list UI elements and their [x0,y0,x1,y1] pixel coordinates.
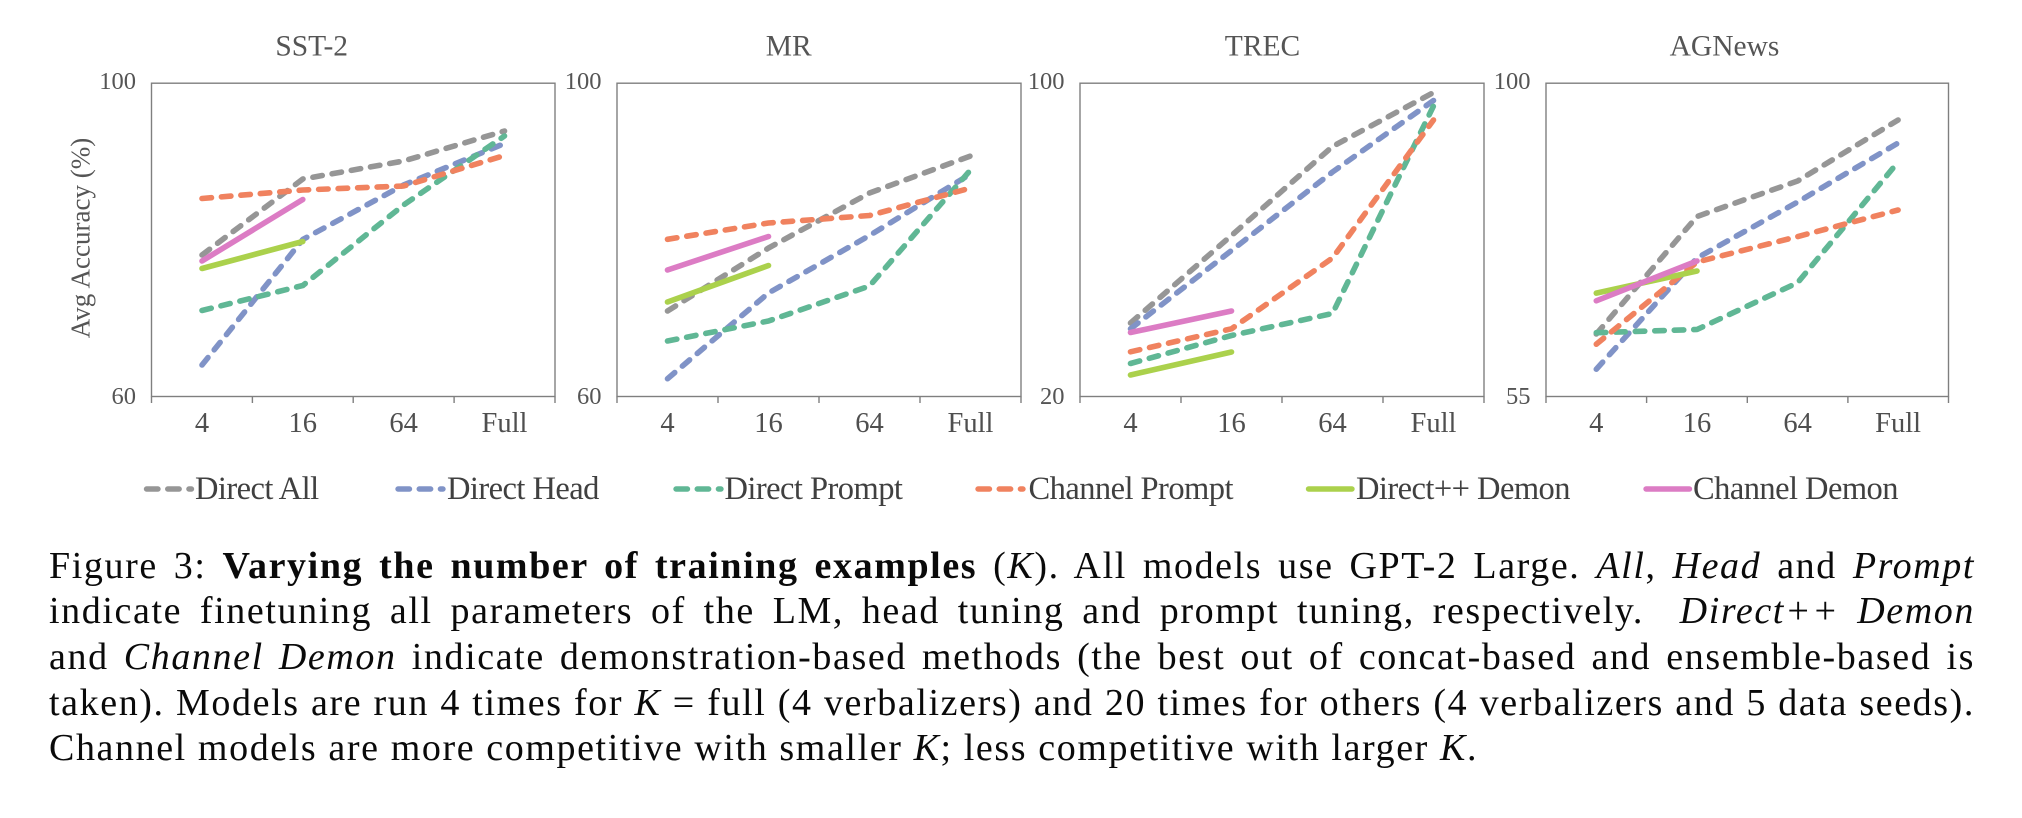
svg-text:TREC: TREC [1225,31,1300,63]
svg-text:Full: Full [948,408,994,439]
svg-text:SST-2: SST-2 [275,31,348,63]
svg-text:Direct Prompt: Direct Prompt [725,471,903,507]
svg-text:Channel Prompt: Channel Prompt [1029,471,1234,507]
svg-text:Channel Demon: Channel Demon [1693,471,1898,507]
svg-text:Direct All: Direct All [195,471,319,507]
svg-text:MR: MR [766,31,812,63]
svg-text:60: 60 [112,383,137,410]
svg-text:64: 64 [1318,408,1347,439]
svg-text:60: 60 [577,383,602,410]
svg-text:100: 100 [99,68,136,95]
svg-text:100: 100 [1028,68,1065,95]
svg-text:Avg Accuracy (%): Avg Accuracy (%) [66,138,96,338]
svg-text:16: 16 [1683,408,1712,439]
svg-text:Full: Full [1875,408,1921,439]
svg-text:100: 100 [565,68,602,95]
svg-text:Full: Full [482,408,528,439]
svg-text:4: 4 [660,408,674,439]
svg-text:Full: Full [1411,408,1457,439]
svg-text:Direct++ Demon: Direct++ Demon [1356,471,1570,507]
svg-text:100: 100 [1494,68,1531,95]
svg-text:20: 20 [1040,383,1065,410]
svg-text:AGNews: AGNews [1670,31,1780,63]
svg-text:64: 64 [1783,408,1812,439]
svg-text:55: 55 [1506,383,1531,410]
svg-text:64: 64 [389,408,418,439]
svg-text:4: 4 [1123,408,1137,439]
svg-text:16: 16 [289,408,318,439]
svg-text:4: 4 [1589,408,1603,439]
svg-text:64: 64 [855,408,884,439]
svg-text:Direct Head: Direct Head [447,471,599,507]
svg-text:16: 16 [754,408,783,439]
svg-text:16: 16 [1217,408,1246,439]
svg-text:4: 4 [195,408,209,439]
